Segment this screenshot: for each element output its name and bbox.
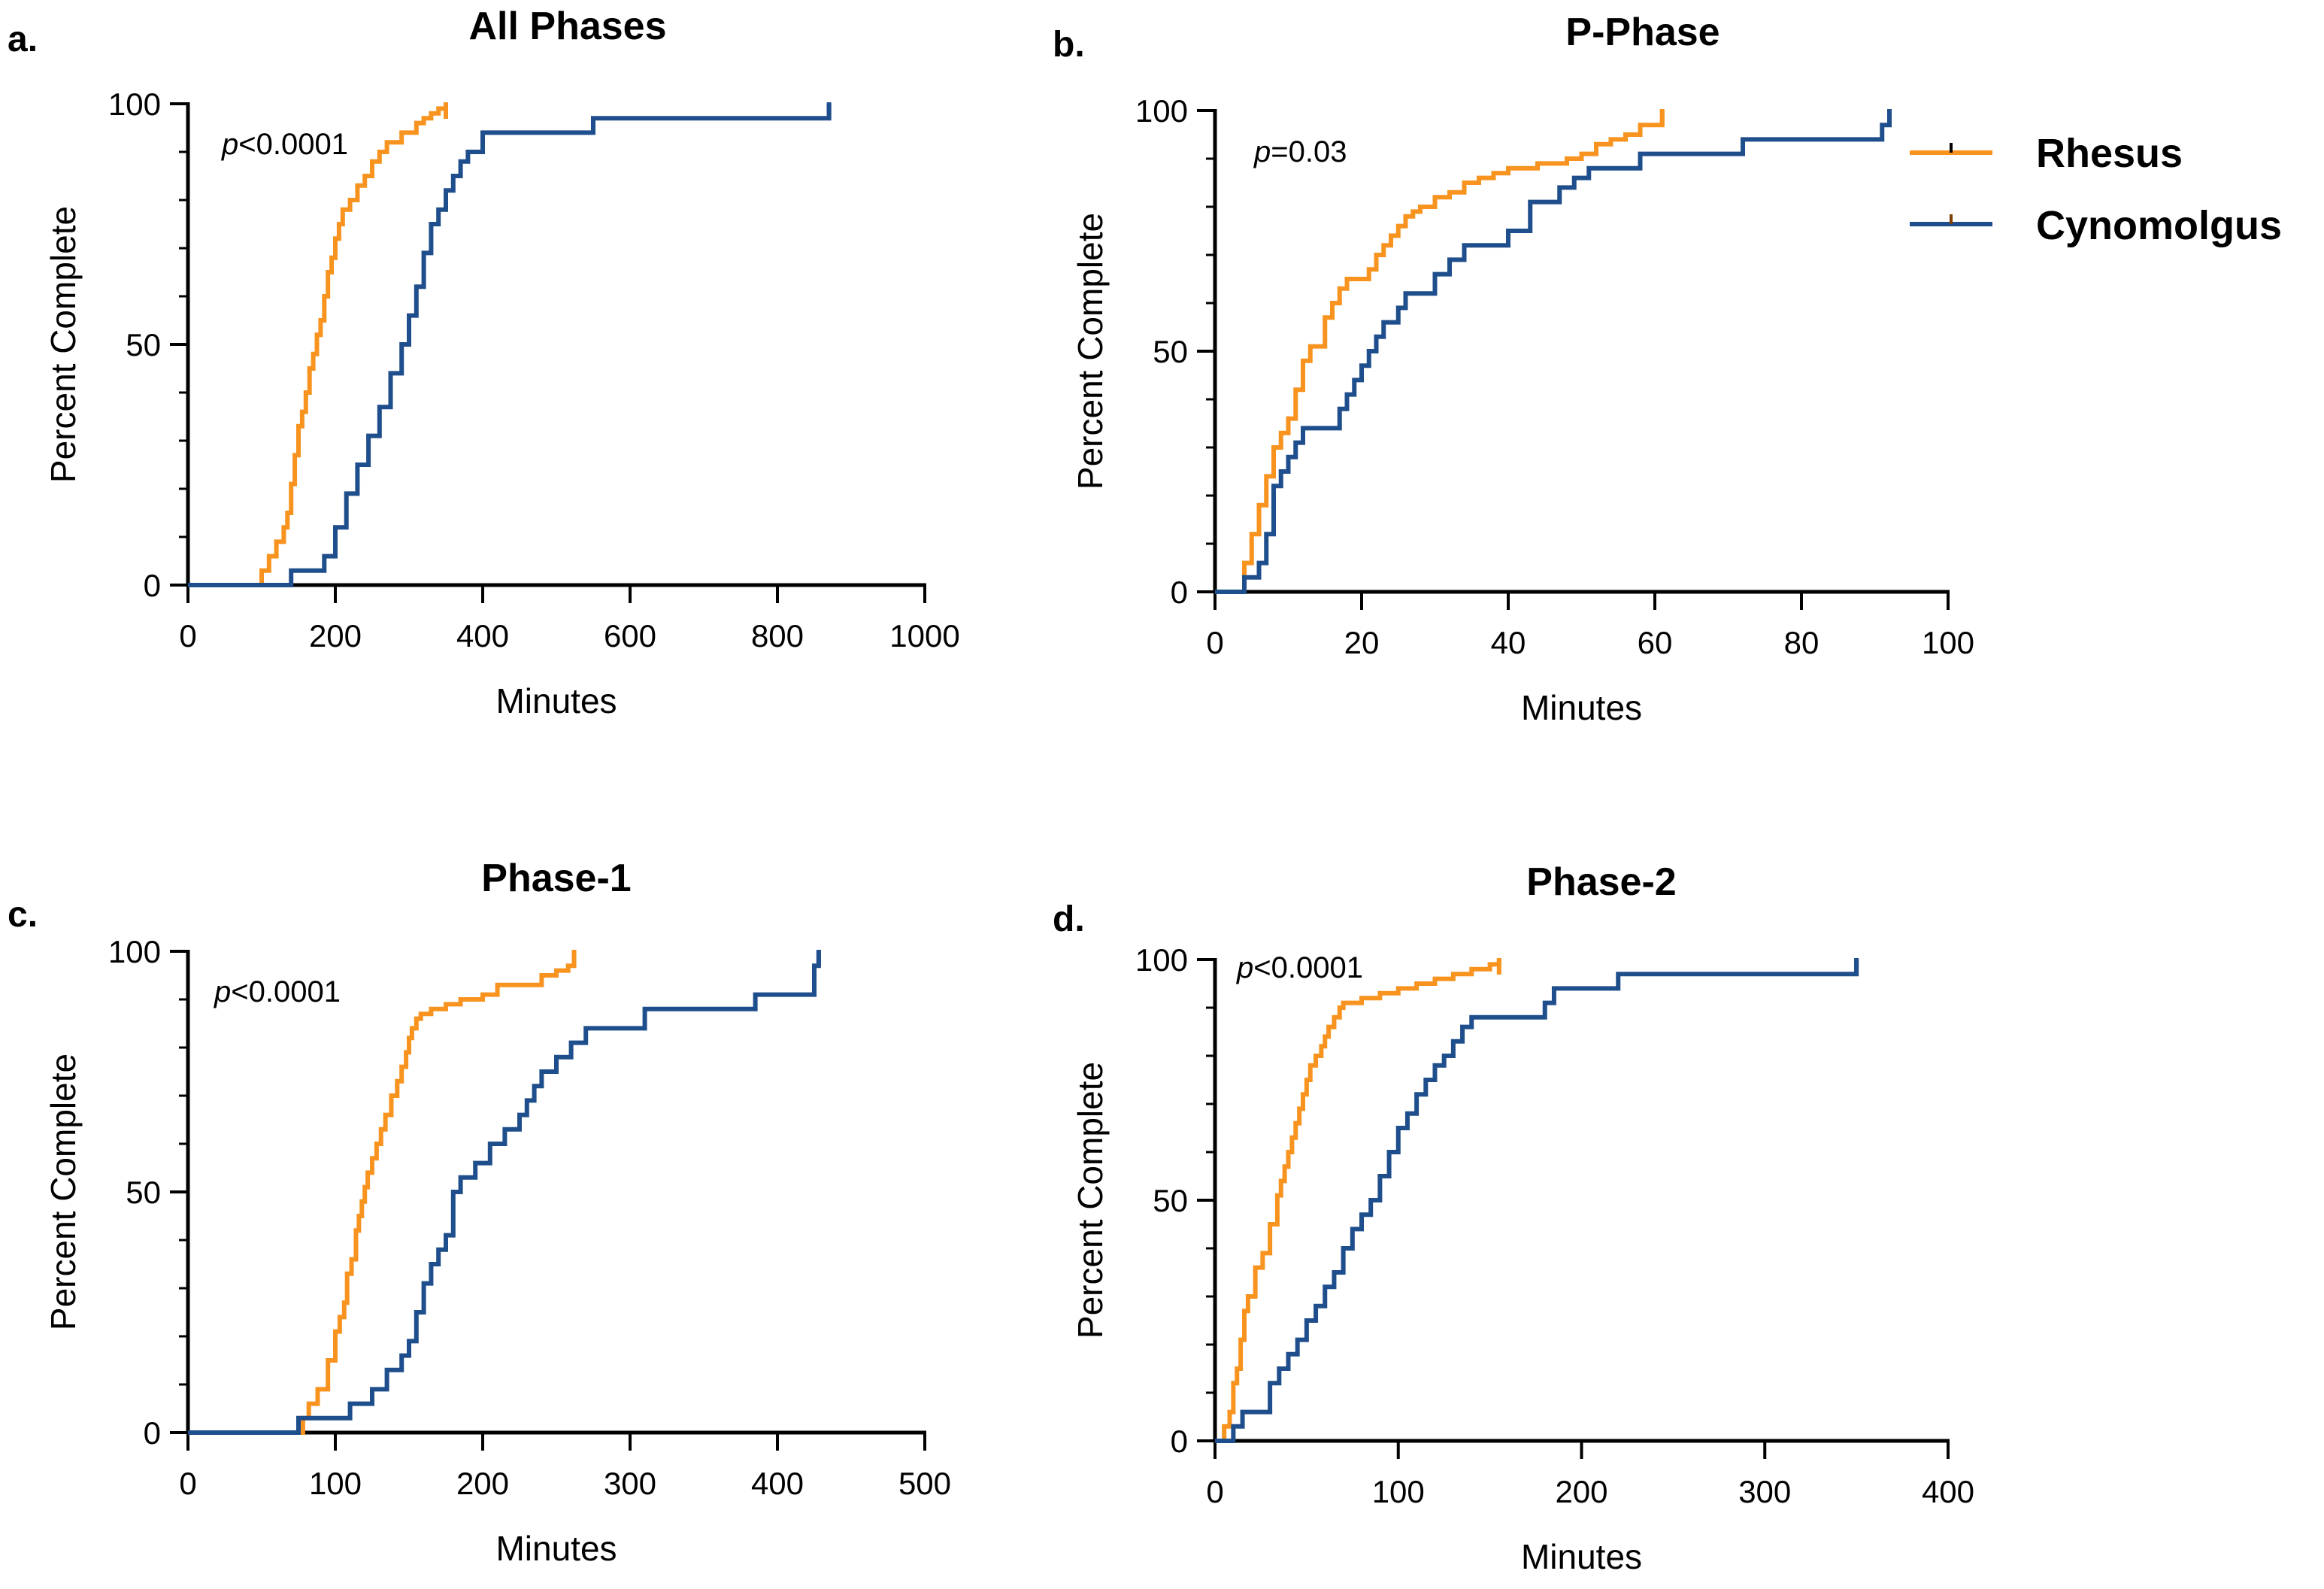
panel-c: c. Phase-1 0 50 100 0 100 200 300 400 500 Minutes Pe… bbox=[8, 857, 951, 1568]
y-tick-label-c: 100 bbox=[108, 934, 161, 969]
legend-item-rhesus: Rhesus bbox=[1910, 131, 2183, 176]
y-axis-label-a: Percent Complete bbox=[44, 206, 83, 483]
y-tick-label-d: 50 bbox=[1153, 1183, 1188, 1218]
p-value-text-b: =0.03 bbox=[1271, 135, 1347, 168]
y-tick-label-d: 100 bbox=[1135, 942, 1188, 978]
y-axis-label-c: Percent Complete bbox=[44, 1054, 83, 1330]
series-line-rhesus-a bbox=[188, 104, 448, 587]
panel-d: d. Phase-2 0 50 100 0 100 200 300 400 Minutes Perce… bbox=[1053, 860, 1974, 1576]
y-tick-label-b: 50 bbox=[1153, 334, 1188, 369]
x-tick-label-c: 500 bbox=[898, 1466, 951, 1501]
x-tick-label-c: 400 bbox=[751, 1466, 804, 1501]
panel-label-d: d. bbox=[1053, 899, 1085, 939]
p-value-symbol-b: p bbox=[1253, 135, 1271, 168]
p-value-annotation-a: p<0.0001 bbox=[221, 128, 348, 161]
legend-item-cynomolgus: Cynomolgus bbox=[1910, 203, 2282, 248]
panel-label-b: b. bbox=[1053, 25, 1085, 65]
p-value-text-c: <0.0001 bbox=[231, 975, 341, 1008]
legend-label-rhesus: Rhesus bbox=[2036, 131, 2183, 176]
p-value-symbol-d: p bbox=[1236, 951, 1253, 984]
y-axis-label-b: Percent Complete bbox=[1071, 213, 1110, 490]
x-tick-label-d: 400 bbox=[1922, 1474, 1974, 1509]
chart-title-a: All Phases bbox=[468, 5, 666, 48]
x-tick-label-c: 300 bbox=[604, 1466, 656, 1501]
p-value-symbol-a: p bbox=[221, 128, 238, 161]
panel-label-c: c. bbox=[8, 895, 38, 935]
series-line-cynomolgus-a bbox=[188, 104, 832, 587]
legend-label-cynomolgus: Cynomolgus bbox=[2036, 203, 2282, 248]
x-axis-label-d: Minutes bbox=[1521, 1537, 1642, 1576]
chart-title-b: P-Phase bbox=[1565, 11, 1720, 54]
x-tick-label-a: 0 bbox=[179, 618, 196, 653]
y-tick-label-a: 100 bbox=[108, 86, 161, 122]
x-tick-label-a: 600 bbox=[604, 618, 656, 653]
x-axis-label-c: Minutes bbox=[495, 1529, 617, 1568]
chart-title-c: Phase-1 bbox=[481, 857, 631, 900]
x-tick-label-d: 300 bbox=[1738, 1474, 1791, 1509]
y-tick-label-a: 50 bbox=[126, 327, 161, 362]
panel-b: b. P-Phase 0 50 100 0 20 40 60 80 100 Minutes Percen… bbox=[1053, 11, 1974, 727]
x-tick-label-b: 0 bbox=[1206, 625, 1223, 660]
x-tick-label-a: 200 bbox=[309, 618, 362, 653]
series-line-cynomolgus-b bbox=[1215, 111, 1892, 594]
x-tick-label-b: 80 bbox=[1784, 625, 1820, 660]
chart-title-d: Phase-2 bbox=[1526, 860, 1676, 904]
series-line-rhesus-b bbox=[1215, 111, 1665, 594]
x-tick-label-d: 0 bbox=[1206, 1474, 1223, 1509]
x-axis-label-b: Minutes bbox=[1521, 688, 1642, 727]
p-value-annotation-c: p<0.0001 bbox=[214, 975, 341, 1008]
series-line-rhesus-d bbox=[1215, 960, 1501, 1443]
x-tick-label-b: 20 bbox=[1344, 625, 1380, 660]
x-tick-label-a: 800 bbox=[751, 618, 804, 653]
y-tick-label-a: 0 bbox=[144, 568, 161, 603]
x-tick-label-b: 60 bbox=[1638, 625, 1673, 660]
p-value-annotation-d: p<0.0001 bbox=[1236, 951, 1363, 984]
p-value-annotation-b: p=0.03 bbox=[1253, 135, 1347, 168]
x-axis-label-a: Minutes bbox=[495, 681, 617, 720]
y-tick-label-c: 0 bbox=[144, 1415, 161, 1451]
x-tick-label-b: 100 bbox=[1922, 625, 1974, 660]
x-tick-label-c: 100 bbox=[309, 1466, 362, 1501]
y-tick-label-c: 50 bbox=[126, 1175, 161, 1210]
p-value-symbol-c: p bbox=[214, 975, 231, 1008]
y-tick-label-b: 0 bbox=[1171, 575, 1188, 610]
x-tick-label-a: 400 bbox=[456, 618, 509, 653]
series-line-cynomolgus-c bbox=[188, 951, 821, 1435]
x-tick-label-c: 0 bbox=[179, 1466, 196, 1501]
p-value-text-a: <0.0001 bbox=[238, 128, 348, 161]
x-tick-label-b: 40 bbox=[1491, 625, 1526, 660]
y-axis-label-d: Percent Complete bbox=[1071, 1062, 1110, 1339]
x-tick-label-a: 1000 bbox=[889, 618, 959, 653]
y-tick-label-b: 100 bbox=[1135, 93, 1188, 129]
series-line-rhesus-c bbox=[188, 951, 577, 1435]
panel-label-a: a. bbox=[8, 20, 38, 59]
x-tick-label-d: 200 bbox=[1555, 1474, 1607, 1509]
series-line-cynomolgus-d bbox=[1215, 960, 1859, 1443]
legend: Rhesus Cynomolgus bbox=[1910, 131, 2282, 248]
x-tick-label-d: 100 bbox=[1372, 1474, 1425, 1509]
x-tick-label-c: 200 bbox=[456, 1466, 509, 1501]
p-value-text-d: <0.0001 bbox=[1253, 951, 1363, 984]
y-tick-label-d: 0 bbox=[1171, 1424, 1188, 1459]
